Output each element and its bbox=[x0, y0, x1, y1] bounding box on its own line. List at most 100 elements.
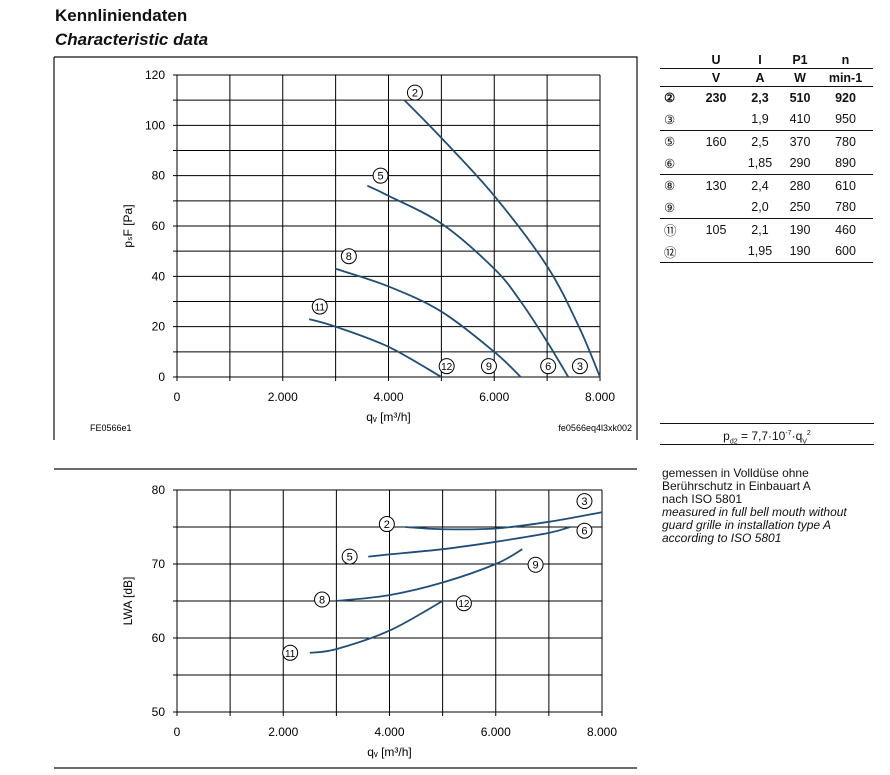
curve-11-12 bbox=[308, 318, 442, 378]
table-cell: 2,4 bbox=[751, 178, 769, 193]
curve-label-12: 12 bbox=[438, 358, 455, 375]
curve-2-3 bbox=[405, 511, 603, 531]
curve-5-6 bbox=[366, 184, 570, 378]
table-cell: 890 bbox=[835, 156, 856, 171]
y-tick-label: 80 bbox=[152, 169, 166, 183]
x-tick-label: 6.000 bbox=[481, 725, 511, 739]
curve-label-circle bbox=[341, 548, 358, 565]
curve-label-circle bbox=[527, 556, 544, 573]
curve-label-6: 6 bbox=[576, 522, 593, 539]
curve-label-circle bbox=[378, 516, 395, 533]
formula-q-exp: 2 bbox=[806, 430, 811, 437]
y-tick-label: 40 bbox=[152, 269, 166, 283]
table-cell: 1,9 bbox=[751, 112, 769, 127]
table-header-cell: U bbox=[711, 53, 721, 67]
curve-label-text: 6 bbox=[545, 361, 551, 373]
dynamic-pressure-formula: pd2 = 7,7·10-7·qV2 bbox=[660, 423, 874, 445]
table-row: ⑤ 160 2,5 370 780 bbox=[660, 131, 873, 153]
table-row: ⑧ 130 2,4 280 610 bbox=[660, 175, 873, 197]
x-tick-label: 4.000 bbox=[373, 390, 403, 404]
curve-number-cell: ② bbox=[664, 91, 676, 106]
y-axis-label: pₛF [Pa] bbox=[121, 204, 135, 247]
curve-number-cell: ⑤ bbox=[664, 135, 676, 150]
page-subtitle: Characteristic data bbox=[55, 30, 209, 49]
curve-label-text: 11 bbox=[315, 303, 326, 314]
curve-label-9: 9 bbox=[527, 556, 544, 573]
table-cell: 130 bbox=[705, 178, 727, 193]
note-de-line: nach ISO 5801 bbox=[662, 492, 743, 506]
curve-label-12: 12 bbox=[455, 595, 472, 612]
table-row: ⑥ 1,85 290 890 bbox=[660, 153, 873, 175]
table-cell: 920 bbox=[835, 90, 856, 105]
table-cell: 610 bbox=[835, 178, 856, 193]
curve-label-3: 3 bbox=[576, 493, 593, 510]
table-row: ⑨ 2,0 250 780 bbox=[660, 197, 873, 219]
table-unit-cell: A bbox=[755, 70, 765, 85]
bottom-panel-frame bbox=[54, 468, 637, 769]
table-cell: 250 bbox=[789, 200, 811, 215]
y-axis-label: LWA [dB] bbox=[121, 577, 135, 626]
table-cell: 160 bbox=[705, 134, 727, 149]
table-body: ② 230 2,3 510 920 ③ 1,9 410 950 ⑤ 160 2,5 370 780 ⑥ 1,8… bbox=[660, 87, 873, 263]
curve-label-text: 11 bbox=[285, 649, 296, 660]
table-unit-cell: V bbox=[711, 70, 721, 85]
curve-label-8: 8 bbox=[314, 591, 331, 608]
curve-label-circle bbox=[406, 84, 423, 101]
curve-label-circle bbox=[311, 298, 328, 315]
figure-id-left: FE0566e1 bbox=[90, 423, 132, 433]
note-en-line: guard grille in installation type A bbox=[662, 518, 831, 532]
operating-data-table: U I P1 n V A W min-1 ② 230 2,3 510 920 ③ 1,9 41… bbox=[660, 52, 873, 263]
top-panel-frame bbox=[53, 56, 638, 440]
curve-label-6: 6 bbox=[540, 358, 557, 375]
y-tick-label: 0 bbox=[158, 370, 165, 384]
x-tick-label: 4.000 bbox=[374, 725, 404, 739]
curve-label-9: 9 bbox=[480, 358, 497, 375]
curve-label-circle bbox=[314, 591, 331, 608]
formula-q: ·q bbox=[791, 429, 803, 443]
table-cell: 290 bbox=[789, 156, 811, 171]
sound-power-chart: 0 2.000 4.000 6.000 8.000 50 60 70 80 qᵥ [m³/h] LW… bbox=[121, 483, 617, 759]
table-units-row: V A W min-1 bbox=[660, 68, 873, 87]
page-title: Kennliniendaten bbox=[55, 6, 188, 25]
curve-label-11: 11 bbox=[311, 298, 328, 315]
x-axis-label: qᵥ [m³/h] bbox=[366, 410, 411, 424]
curve-11-12 bbox=[309, 600, 444, 654]
x-tick-label: 8.000 bbox=[585, 390, 615, 404]
curve-number-cell: ⑧ bbox=[664, 179, 676, 194]
curve-label-circle bbox=[571, 358, 588, 375]
table-row: ② 230 2,3 510 920 bbox=[660, 87, 873, 109]
table-cell: 2,3 bbox=[751, 90, 769, 105]
y-tick-label: 120 bbox=[145, 68, 165, 82]
curve-label-text: 12 bbox=[458, 599, 470, 610]
table-header-row: U I P1 n bbox=[660, 52, 873, 68]
table-cell: 230 bbox=[705, 90, 727, 105]
table-cell: 190 bbox=[789, 222, 811, 237]
curve-number-cell: ⑥ bbox=[664, 156, 676, 171]
table-cell: 510 bbox=[789, 90, 811, 105]
table-cell: 105 bbox=[705, 222, 727, 237]
y-tick-label: 70 bbox=[152, 557, 166, 571]
note-de-line: Berührschutz in Einbauart A bbox=[662, 479, 811, 493]
y-tick-label: 60 bbox=[152, 219, 166, 233]
table-cell: 950 bbox=[835, 112, 856, 127]
curve-label-text: 8 bbox=[346, 251, 352, 263]
curve-label-2: 2 bbox=[378, 516, 395, 533]
table-unit-cell: W bbox=[794, 70, 806, 85]
figure-id-right: fe0566eq4l3xk002 bbox=[558, 423, 632, 433]
table-row: ⑫ 1,95 190 600 bbox=[660, 241, 873, 263]
curve-number-cell: ⑪ bbox=[664, 224, 677, 239]
table-cell: 600 bbox=[835, 244, 856, 259]
formula-q-sub: V bbox=[802, 438, 807, 446]
formula-p: p bbox=[723, 429, 730, 443]
table-cell: 190 bbox=[789, 244, 811, 259]
table-cell: 1,85 bbox=[747, 156, 773, 171]
measurement-notes: gemessen in Volldüse ohne Berührschutz i… bbox=[662, 467, 847, 545]
y-tick-label: 20 bbox=[152, 320, 166, 334]
x-tick-label: 0 bbox=[174, 725, 181, 739]
curve-label-circle bbox=[480, 358, 497, 375]
curve-label-text: 3 bbox=[577, 361, 583, 373]
table-header-cell: n bbox=[841, 53, 850, 67]
table-cell: 2,1 bbox=[751, 222, 769, 237]
table-cell: 780 bbox=[835, 200, 856, 215]
curve-5-6 bbox=[368, 526, 571, 558]
